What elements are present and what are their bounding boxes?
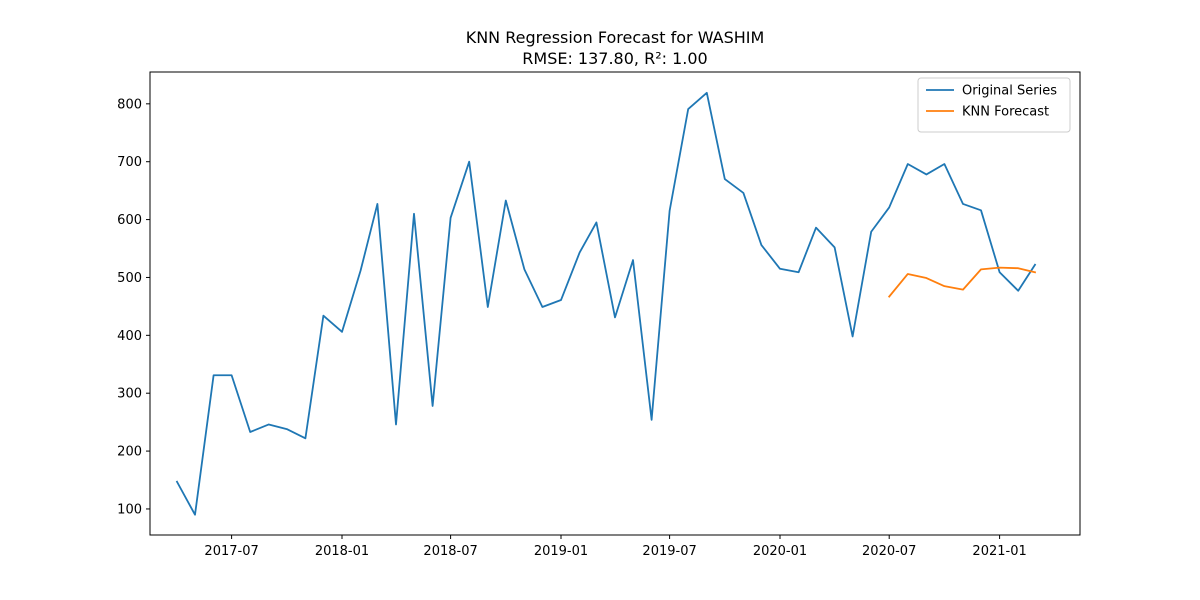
- y-tick-label: 200: [117, 445, 142, 460]
- chart-title: KNN Regression Forecast for WASHIM: [466, 28, 765, 47]
- x-tick-label: 2018-01: [315, 544, 369, 559]
- series-line-knn-forecast: [887, 266, 1037, 298]
- chart-subtitle: RMSE: 137.80, R²: 1.00: [522, 49, 707, 68]
- x-tick-label: 2019-01: [534, 544, 588, 559]
- y-tick-label: 100: [117, 502, 142, 517]
- x-tick-label: 2020-07: [862, 544, 916, 559]
- legend-box: [917, 77, 1071, 133]
- legend-label: Original Series: [962, 84, 1057, 99]
- legend-label: KNN Forecast: [962, 105, 1049, 120]
- x-tick-label: 2017-07: [204, 544, 258, 559]
- x-tick-label: 2020-01: [753, 544, 807, 559]
- y-tick-label: 400: [117, 329, 142, 344]
- legend: Original Series KNN Forecast: [917, 77, 1071, 133]
- x-tick-label: 2018-07: [423, 544, 477, 559]
- series-line-original-series: [175, 91, 1037, 516]
- y-tick-label: 300: [117, 387, 142, 402]
- x-tick-label: 2019-07: [642, 544, 696, 559]
- plot-area: 2017-07 2018-01 2018-07 2019-01 2019-07 2020-…: [117, 71, 1081, 559]
- y-tick-label: 600: [117, 213, 142, 228]
- axes-frame: [149, 71, 1081, 536]
- y-tick-label: 800: [117, 97, 142, 112]
- y-tick-label: 700: [117, 155, 142, 170]
- y-tick-label: 500: [117, 271, 142, 286]
- x-tick-label: 2021-01: [972, 544, 1026, 559]
